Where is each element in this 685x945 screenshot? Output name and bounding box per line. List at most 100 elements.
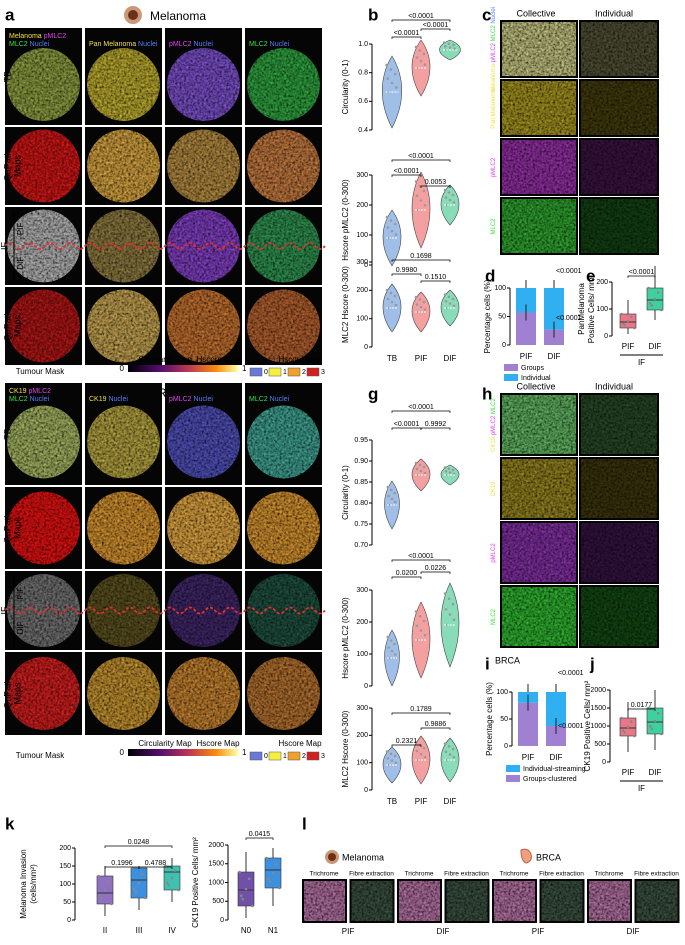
legend-swatch xyxy=(506,765,520,772)
dot xyxy=(268,880,272,884)
p-value: 0.0053 xyxy=(425,179,447,186)
dot xyxy=(629,315,633,319)
legend-swatch xyxy=(504,364,518,371)
dot xyxy=(448,613,452,616)
y-tick-label: 0.85 xyxy=(354,479,368,486)
y-tick-label: 0 xyxy=(364,344,368,351)
hscore-swatch xyxy=(287,751,301,761)
label-token: pMLC2 xyxy=(491,42,497,64)
boundary-line xyxy=(4,606,326,615)
colorbar-tick: 1 xyxy=(242,748,247,757)
dot xyxy=(385,750,389,753)
label-token: Pan Melanoma xyxy=(89,41,136,48)
x-tick-label: TB xyxy=(387,354,397,363)
label-token: pMLC2 xyxy=(491,543,497,563)
row-label: Maps xyxy=(12,517,22,540)
label-token: Nuclei xyxy=(136,41,158,48)
p-value: <0.0001 xyxy=(556,268,582,275)
significance-bracket xyxy=(104,845,173,848)
row-label: CK19 pMLC2 MLC2 xyxy=(491,397,497,451)
hscore-level: 0 xyxy=(264,369,268,376)
dot xyxy=(393,222,397,226)
dot xyxy=(389,291,393,295)
dot xyxy=(447,295,451,299)
dot xyxy=(444,299,448,303)
dot xyxy=(452,755,456,759)
dot xyxy=(620,312,623,316)
tissue-core xyxy=(87,129,160,203)
tissue-core xyxy=(7,574,80,647)
y-axis-label: Hscore pMLC2 (0-300) xyxy=(341,179,350,261)
dot xyxy=(414,740,418,744)
dot xyxy=(170,876,174,880)
y-tick-label: 0.80 xyxy=(354,500,368,507)
tissue-core xyxy=(7,491,80,565)
dot xyxy=(103,888,107,892)
y-tick-label: 2000 xyxy=(590,687,606,694)
tissue-core xyxy=(87,657,160,730)
significance-bracket xyxy=(420,571,451,574)
x-tick-label: II xyxy=(103,926,107,935)
zone-label: PIF xyxy=(16,223,25,236)
p-value: 0.0226 xyxy=(425,565,447,572)
x-tick-label: PIF xyxy=(522,753,535,762)
bar-segment xyxy=(546,692,566,727)
panel-title: Melanoma xyxy=(342,852,384,862)
panel-letter: l xyxy=(302,814,307,833)
label-token: MLC2 xyxy=(9,41,28,48)
dot xyxy=(422,52,426,56)
y-tick-label: 50 xyxy=(498,313,506,320)
column-header: Collective xyxy=(516,381,555,391)
dot xyxy=(423,308,427,311)
boundary-line xyxy=(4,242,326,250)
y-axis-label: Melanoma Invasion xyxy=(19,849,28,918)
hscore-swatch xyxy=(249,367,263,377)
dot xyxy=(656,291,660,294)
tissue-core xyxy=(167,657,240,730)
tissue-core xyxy=(7,209,80,283)
dot xyxy=(423,203,427,207)
y-tick-label: 1500 xyxy=(208,861,224,868)
dot xyxy=(451,193,455,197)
dot xyxy=(418,463,422,467)
dot xyxy=(447,597,451,601)
tissue-image xyxy=(502,523,576,582)
significance-bracket xyxy=(391,712,451,715)
image-dim xyxy=(581,199,657,253)
x-tick-label: PIF xyxy=(520,352,533,361)
dot xyxy=(623,731,627,734)
dot xyxy=(620,716,623,720)
row-label: pMLC2 xyxy=(491,157,497,177)
panel-title: BRCA xyxy=(536,852,561,862)
significance-bracket xyxy=(391,19,451,22)
dot xyxy=(390,229,394,233)
row-label: Pan Melanoma xyxy=(491,88,497,129)
p-value: 0.0248 xyxy=(128,839,150,846)
label-token: pMLC2 xyxy=(27,388,52,395)
dot xyxy=(419,752,423,756)
tissue-core xyxy=(247,289,320,363)
dot xyxy=(393,754,397,758)
dot xyxy=(444,750,448,754)
column-header: MLC2 Nuclei xyxy=(249,41,290,48)
tissue-image xyxy=(636,881,678,921)
dot xyxy=(633,326,636,330)
dot xyxy=(167,883,171,887)
label-token: MLC2 xyxy=(9,396,28,403)
dot xyxy=(422,465,426,469)
dot xyxy=(648,724,652,728)
label-token: MLC2 xyxy=(491,608,497,625)
dot xyxy=(419,469,423,473)
x-tick-label: PIF xyxy=(622,342,635,351)
dot xyxy=(451,747,455,751)
legend-title: Hscore Map xyxy=(196,355,240,364)
dot xyxy=(393,491,396,495)
x-tick-label: DIF xyxy=(444,797,457,806)
dot xyxy=(265,856,268,860)
tissue-core xyxy=(167,574,240,647)
y-tick-label: 0 xyxy=(67,917,71,924)
significance-bracket xyxy=(391,410,451,413)
label-token: Nuclei xyxy=(28,41,50,48)
y-tick-label: 100 xyxy=(494,285,506,292)
legend-swatch xyxy=(506,775,520,782)
